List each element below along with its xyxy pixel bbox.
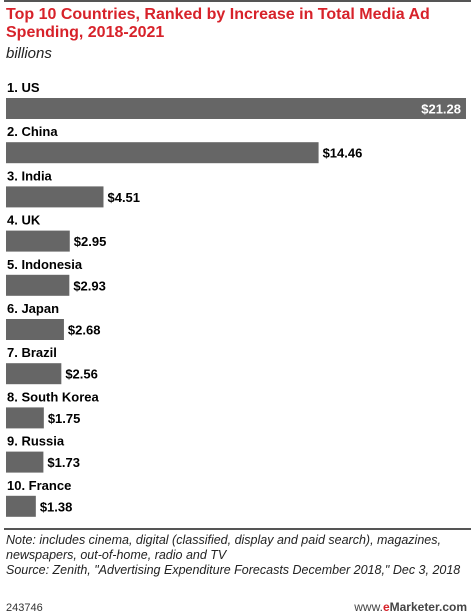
footer: 243746 www.eMarketer.com xyxy=(4,600,469,614)
value-label: $14.46 xyxy=(323,146,363,161)
category-label: 6. Japan xyxy=(7,301,59,316)
value-label: $1.73 xyxy=(47,455,80,470)
note-text: Note: includes cinema, digital (classifi… xyxy=(6,533,441,562)
value-label: $2.56 xyxy=(65,367,98,382)
chart-id: 243746 xyxy=(6,602,43,614)
category-label: 1. US xyxy=(7,80,40,95)
bar xyxy=(6,319,64,340)
brand-logo: www.eMarketer.com xyxy=(354,600,467,614)
bar xyxy=(6,98,466,119)
category-label: 9. Russia xyxy=(7,434,65,449)
bar xyxy=(6,230,70,252)
category-label: 8. South Korea xyxy=(7,389,100,404)
chart-subtitle: billions xyxy=(6,45,52,62)
category-label: 2. China xyxy=(7,124,58,139)
brand-prefix: www. xyxy=(354,600,383,614)
brand-rest: Marketer.com xyxy=(389,600,467,614)
top-rule xyxy=(4,0,471,2)
category-label: 4. UK xyxy=(7,213,41,228)
bar-chart-svg: 1. US $21.28 2. China $14.46 3. India $4.51 4.… xyxy=(6,80,466,517)
value-label: $21.28 xyxy=(421,102,461,117)
value-label: $2.95 xyxy=(74,234,107,249)
chart-note: Note: includes cinema, digital (classifi… xyxy=(6,533,466,578)
value-label: $2.68 xyxy=(68,323,101,338)
bar-chart: 1. US $21.28 2. China $14.46 3. India $4.51 4.… xyxy=(0,70,471,530)
bar xyxy=(6,363,62,385)
bar xyxy=(6,407,44,429)
value-label: $1.38 xyxy=(40,499,73,514)
value-label: $1.75 xyxy=(48,411,81,426)
bar xyxy=(6,142,319,164)
value-label: $4.51 xyxy=(107,190,140,205)
bottom-rule xyxy=(4,528,471,530)
category-label: 5. Indonesia xyxy=(7,257,83,272)
bar xyxy=(6,495,36,517)
category-label: 3. India xyxy=(7,168,53,183)
chart-title: Top 10 Countries, Ranked by Increase in … xyxy=(6,6,430,41)
bar xyxy=(6,451,44,473)
source-text: Source: Zenith, "Advertising Expenditure… xyxy=(6,563,461,577)
value-label: $2.93 xyxy=(73,278,106,293)
bar xyxy=(6,186,104,208)
category-label: 10. France xyxy=(7,478,71,493)
category-label: 7. Brazil xyxy=(7,345,57,360)
bar xyxy=(6,274,70,296)
brand-e: e xyxy=(382,600,390,614)
